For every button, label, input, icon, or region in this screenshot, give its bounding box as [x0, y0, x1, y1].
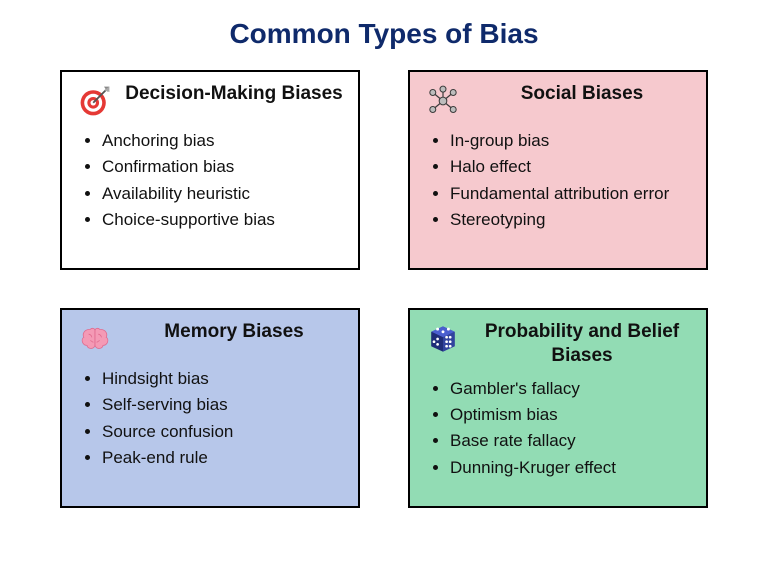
target-icon: [76, 82, 114, 120]
list-item: Fundamental attribution error: [450, 181, 692, 207]
list-item: Stereotyping: [450, 207, 692, 233]
list-item: Base rate fallacy: [450, 428, 692, 454]
card-decision-making: Decision-Making Biases Anchoring bias Co…: [60, 70, 360, 270]
card-header: Memory Biases: [76, 320, 344, 358]
list-item: Optimism bias: [450, 402, 692, 428]
list-item: Anchoring bias: [102, 128, 344, 154]
card-title: Probability and Belief Biases: [472, 320, 692, 368]
list-item: Availability heuristic: [102, 181, 344, 207]
list-item: Hindsight bias: [102, 366, 344, 392]
card-title: Social Biases: [472, 82, 692, 106]
card-memory: Memory Biases Hindsight bias Self-servin…: [60, 308, 360, 508]
list-item: Peak-end rule: [102, 445, 344, 471]
card-items: In-group bias Halo effect Fundamental at…: [424, 128, 692, 233]
list-item: In-group bias: [450, 128, 692, 154]
people-network-icon: [424, 82, 462, 120]
list-item: Dunning-Kruger effect: [450, 455, 692, 481]
dice-icon: [424, 320, 462, 358]
cards-grid: Decision-Making Biases Anchoring bias Co…: [0, 64, 768, 508]
card-probability: Probability and Belief Biases Gambler's …: [408, 308, 708, 508]
card-items: Anchoring bias Confirmation bias Availab…: [76, 128, 344, 233]
page-title: Common Types of Bias: [0, 0, 768, 64]
card-items: Gambler's fallacy Optimism bias Base rat…: [424, 376, 692, 481]
list-item: Choice-supportive bias: [102, 207, 344, 233]
card-header: Decision-Making Biases: [76, 82, 344, 120]
list-item: Halo effect: [450, 154, 692, 180]
card-header: Social Biases: [424, 82, 692, 120]
brain-icon: [76, 320, 114, 358]
card-title: Decision-Making Biases: [124, 82, 344, 106]
list-item: Gambler's fallacy: [450, 376, 692, 402]
card-items: Hindsight bias Self-serving bias Source …: [76, 366, 344, 471]
card-title: Memory Biases: [124, 320, 344, 344]
list-item: Confirmation bias: [102, 154, 344, 180]
list-item: Source confusion: [102, 419, 344, 445]
list-item: Self-serving bias: [102, 392, 344, 418]
card-social: Social Biases In-group bias Halo effect …: [408, 70, 708, 270]
card-header: Probability and Belief Biases: [424, 320, 692, 368]
